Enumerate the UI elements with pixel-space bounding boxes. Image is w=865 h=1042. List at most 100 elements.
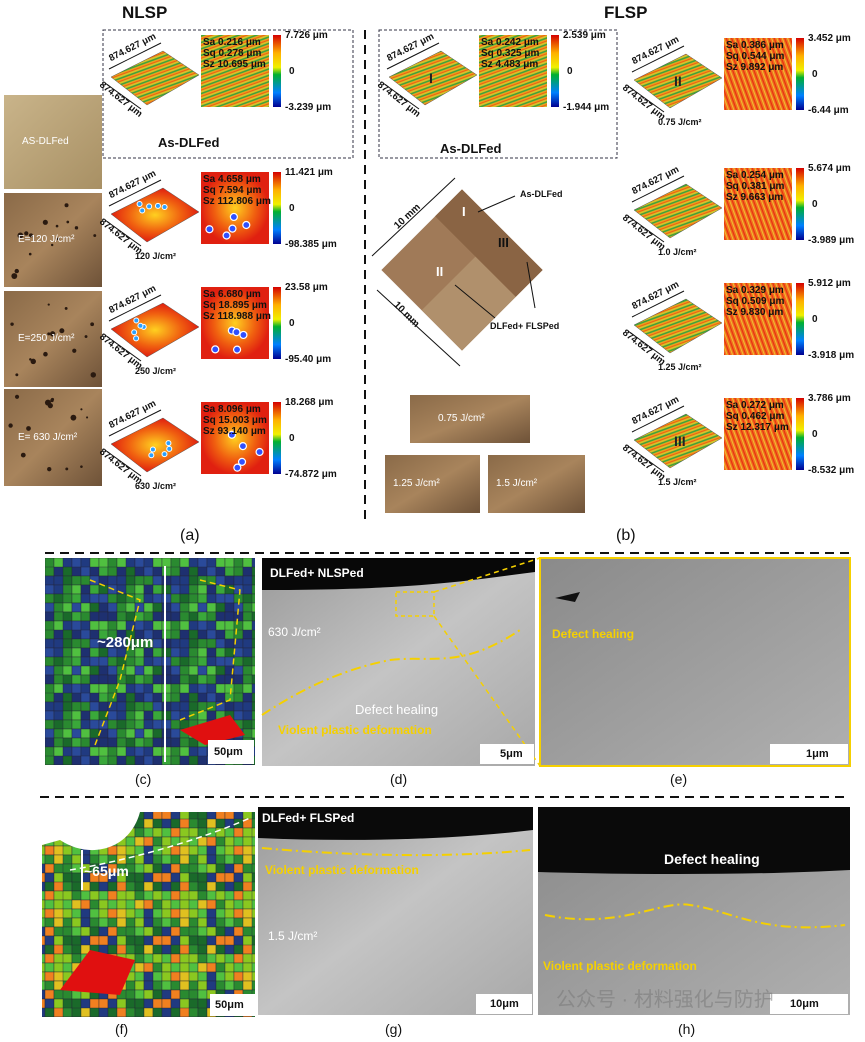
- label: -3.989 μm: [808, 235, 855, 246]
- arrow: [454, 284, 496, 319]
- pore: [26, 426, 31, 431]
- pore: [15, 373, 19, 377]
- grain: [60, 950, 135, 995]
- dimension-line: [104, 334, 142, 362]
- pore: [11, 273, 18, 279]
- scale-box: [770, 994, 848, 1014]
- label: 3.452 μm: [808, 33, 851, 44]
- pore: [70, 414, 77, 421]
- dimension-line: [104, 219, 142, 247]
- label: (f): [115, 1021, 129, 1037]
- scale-box: [208, 740, 254, 764]
- label: E= 630 J/cm²: [18, 431, 78, 443]
- label: 1.5 J/cm²: [496, 478, 538, 489]
- pore: [14, 268, 19, 274]
- deformation-line: [544, 903, 846, 929]
- pit: [242, 220, 251, 230]
- label: (c): [135, 771, 152, 787]
- pore: [55, 224, 59, 228]
- label: 1.5 J/cm²: [658, 477, 697, 487]
- label: Sz 12.317 μm: [726, 422, 789, 433]
- label: -3.918 μm: [808, 350, 855, 361]
- label: Sa 0.254 μm: [726, 170, 784, 181]
- label: Sa 6.680 μm: [203, 289, 261, 300]
- label: 250 J/cm²: [135, 366, 177, 376]
- label: Sq 18.895 μm: [203, 300, 267, 311]
- label: 50μm: [215, 999, 244, 1011]
- pore: [84, 335, 88, 339]
- dimension-line: [376, 289, 461, 367]
- label: 5.674 μm: [808, 163, 851, 174]
- colorbar: [796, 398, 804, 470]
- dimension-line: [631, 405, 685, 433]
- label: 0: [289, 203, 295, 214]
- dimension-line: [627, 215, 665, 243]
- pore: [49, 331, 56, 337]
- label: Sa 0.242 μm: [481, 37, 539, 48]
- surface-layer: [258, 807, 533, 840]
- label: 5.912 μm: [808, 278, 851, 289]
- pit: [161, 451, 168, 458]
- label: Sa 4.658 μm: [203, 174, 261, 185]
- pore: [64, 306, 68, 310]
- label: 0: [812, 199, 818, 210]
- pore: [42, 219, 48, 225]
- label: Sa 0.386 μm: [726, 40, 784, 51]
- label: Defect healing: [552, 627, 635, 641]
- deformation-line: [261, 629, 521, 716]
- pore: [90, 322, 95, 327]
- pore: [17, 232, 24, 239]
- frame: [102, 29, 354, 159]
- label: 18.268 μm: [285, 397, 334, 408]
- label: AS-DLFed: [22, 136, 69, 147]
- label: Sa 8.096 μm: [203, 404, 261, 415]
- label: Sa 0.329 μm: [726, 285, 784, 296]
- pit: [148, 452, 155, 459]
- pit: [255, 447, 264, 457]
- pore: [47, 303, 50, 306]
- dimension-line: [627, 330, 665, 358]
- label: -6.44 μm: [808, 105, 849, 116]
- boundary: [69, 817, 251, 871]
- sample-photo: [4, 193, 102, 287]
- label: 0: [812, 314, 818, 325]
- label: DLFed+ NLSPed: [270, 566, 364, 580]
- boundary: [89, 579, 241, 746]
- pore: [80, 465, 83, 468]
- label: Violent plastic deformation: [543, 959, 697, 973]
- pit: [239, 330, 248, 340]
- label: Sz 112.806 μm: [203, 196, 271, 207]
- pit: [165, 440, 172, 447]
- pore: [30, 358, 36, 365]
- label: III: [498, 235, 509, 250]
- label: Sa 0.216 μm: [203, 37, 261, 48]
- label: (h): [678, 1021, 696, 1037]
- void: [42, 812, 140, 851]
- surface-3d: [633, 183, 723, 239]
- pit: [238, 441, 248, 451]
- pit: [228, 224, 237, 233]
- dimension-line: [382, 82, 420, 110]
- pit: [131, 329, 138, 336]
- label: Defect healing: [355, 702, 439, 717]
- pore: [28, 233, 33, 238]
- label: Violent plastic deformation: [265, 863, 419, 877]
- pit: [137, 322, 144, 329]
- label: As-DLFed: [440, 141, 502, 156]
- label: 5μm: [500, 748, 523, 760]
- label: Sz 118.988 μm: [203, 311, 271, 322]
- sample-photo: [488, 455, 585, 513]
- pore: [59, 328, 65, 334]
- pit: [232, 328, 241, 337]
- label: Sz 93.140 μm: [203, 426, 266, 437]
- pit: [161, 204, 168, 211]
- dimension-line: [627, 445, 665, 473]
- watermark: 公众号 · 材料强化与防护: [556, 989, 774, 1011]
- colorbar: [796, 38, 804, 110]
- pore: [93, 234, 97, 238]
- label: Sq 0.325 μm: [481, 48, 540, 59]
- label: 1.5 J/cm²: [268, 929, 318, 943]
- label: Violent plastic deformation: [278, 723, 432, 737]
- label: 1.25 J/cm²: [658, 362, 702, 372]
